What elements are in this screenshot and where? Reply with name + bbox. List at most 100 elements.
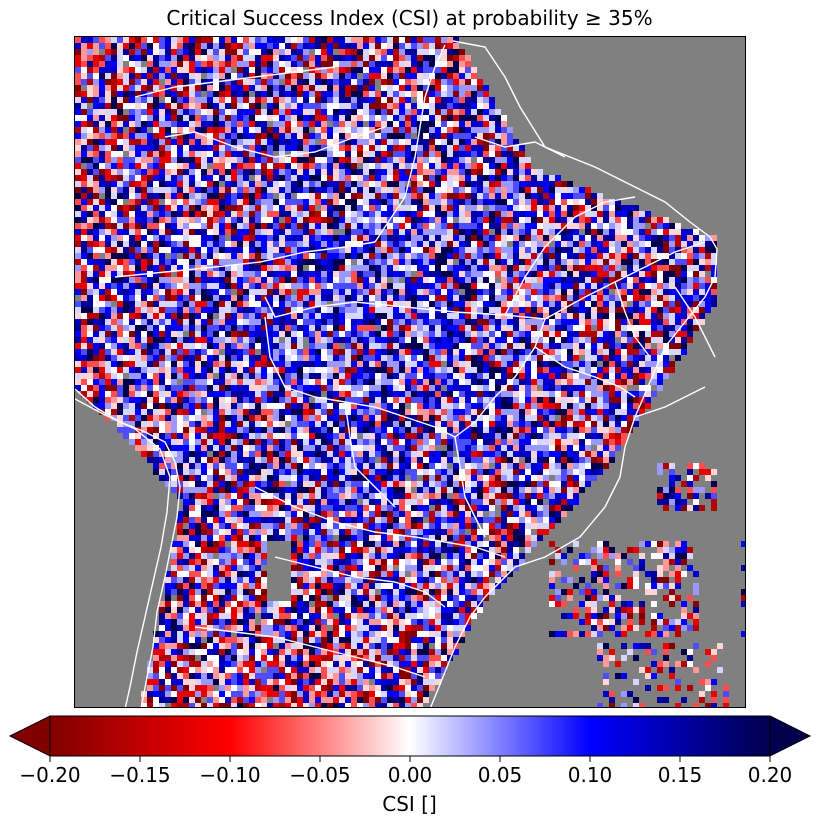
csi-cell [447, 325, 453, 331]
csi-cell [381, 367, 387, 373]
csi-cell [525, 313, 531, 319]
csi-cell [81, 187, 87, 193]
csi-cell [111, 181, 117, 187]
csi-cell [111, 235, 117, 241]
csi-cell [315, 187, 321, 193]
csi-cell [597, 211, 603, 217]
csi-cell [567, 343, 573, 349]
csi-cell [357, 67, 363, 73]
csi-cell [165, 217, 171, 223]
csi-cell [489, 193, 495, 199]
csi-cell [147, 277, 153, 283]
csi-cell [573, 331, 579, 337]
csi-cell [129, 157, 135, 163]
csi-cell [459, 295, 465, 301]
csi-cell [357, 91, 363, 97]
csi-cell [267, 73, 273, 79]
csi-cell [285, 367, 291, 373]
csi-cell [291, 349, 297, 355]
csi-cell [471, 151, 477, 157]
csi-cell [459, 307, 465, 313]
csi-cell [555, 175, 561, 181]
csi-cell [219, 187, 225, 193]
csi-cell [585, 361, 591, 367]
csi-cell [513, 301, 519, 307]
csi-cell [381, 103, 387, 109]
csi-cell [381, 127, 387, 133]
csi-cell [405, 91, 411, 97]
csi-cell [411, 121, 417, 127]
csi-cell [477, 247, 483, 253]
csi-cell [441, 133, 447, 139]
csi-cell [483, 355, 489, 361]
csi-cell [273, 205, 279, 211]
csi-cell [675, 295, 681, 301]
csi-cell [225, 163, 231, 169]
csi-cell [99, 37, 105, 43]
csi-cell [435, 187, 441, 193]
csi-cell [453, 187, 459, 193]
csi-cell [465, 169, 471, 175]
csi-cell [153, 61, 159, 67]
csi-cell [321, 199, 327, 205]
csi-cell [279, 193, 285, 199]
csi-cell [243, 301, 249, 307]
csi-cell [249, 193, 255, 199]
csi-cell [675, 313, 681, 319]
csi-cell [363, 289, 369, 295]
csi-cell [87, 115, 93, 121]
csi-cell [171, 85, 177, 91]
csi-cell [165, 127, 171, 133]
csi-cell [459, 325, 465, 331]
csi-cell [369, 223, 375, 229]
csi-cell [87, 109, 93, 115]
csi-cell [135, 55, 141, 61]
csi-cell [501, 133, 507, 139]
csi-cell [627, 355, 633, 361]
csi-cell [483, 121, 489, 127]
csi-cell [657, 277, 663, 283]
csi-cell [135, 229, 141, 235]
csi-cell [687, 325, 693, 331]
csi-cell [159, 205, 165, 211]
csi-cell [189, 235, 195, 241]
csi-cell [489, 145, 495, 151]
csi-cell [117, 337, 123, 343]
csi-cell [327, 337, 333, 343]
csi-cell [531, 313, 537, 319]
csi-cell [417, 49, 423, 55]
csi-cell [195, 349, 201, 355]
csi-cell [471, 337, 477, 343]
csi-cell [111, 337, 117, 343]
csi-cell [219, 247, 225, 253]
csi-cell [633, 271, 639, 277]
csi-cell [237, 175, 243, 181]
csi-cell [375, 151, 381, 157]
csi-cell [609, 373, 615, 379]
csi-cell [165, 199, 171, 205]
csi-cell [195, 193, 201, 199]
csi-cell [279, 199, 285, 205]
csi-cell [159, 235, 165, 241]
csi-cell [93, 367, 99, 373]
csi-cell [393, 61, 399, 67]
csi-cell [549, 283, 555, 289]
csi-cell [165, 97, 171, 103]
csi-cell [687, 241, 693, 247]
csi-cell [177, 115, 183, 121]
csi-cell [309, 109, 315, 115]
csi-cell [231, 49, 237, 55]
csi-cell [237, 283, 243, 289]
csi-cell [375, 211, 381, 217]
csi-cell [153, 205, 159, 211]
csi-cell [447, 223, 453, 229]
csi-cell [123, 145, 129, 151]
csi-cell [339, 367, 345, 373]
csi-cell [381, 73, 387, 79]
csi-cell [549, 295, 555, 301]
csi-cell [423, 115, 429, 121]
csi-cell [261, 295, 267, 301]
csi-cell [405, 367, 411, 373]
csi-cell [393, 169, 399, 175]
csi-cell [147, 307, 153, 313]
